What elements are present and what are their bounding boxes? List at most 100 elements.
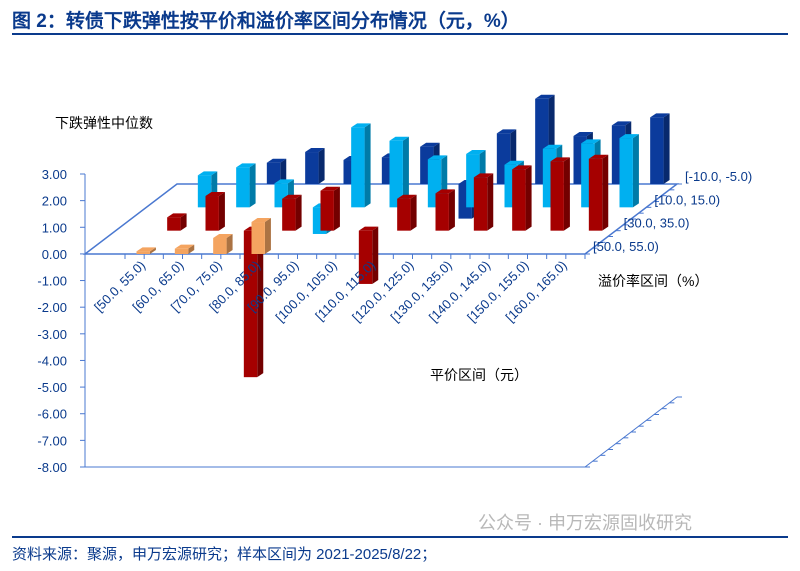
bar bbox=[320, 190, 334, 231]
bar bbox=[243, 230, 258, 378]
bar-top bbox=[466, 150, 486, 155]
bar-top bbox=[650, 113, 670, 118]
source-note: 资料来源：聚源，申万宏源研究；样本区间为 2021-2025/8/22； bbox=[12, 546, 437, 563]
figure-title: 图 2：转债下跌弹性按平价和溢价率区间分布情况（元，%） bbox=[12, 11, 520, 32]
y-tick-label: -5.00 bbox=[37, 380, 67, 395]
bar bbox=[305, 152, 319, 184]
bar-top bbox=[420, 142, 440, 147]
bar-side bbox=[364, 123, 371, 208]
y-tick-label: -4.00 bbox=[37, 353, 67, 368]
chart-3d-bar: 3.00 2.00 1.00 0.00 -1.00 -2.00 -3.00 -4.00 -5.0… bbox=[37, 94, 752, 475]
series-2 bbox=[167, 154, 609, 378]
bar-top bbox=[213, 234, 233, 239]
depth-label: [10.0, 15.0) bbox=[654, 192, 720, 207]
bar-side bbox=[249, 163, 256, 208]
bar-top bbox=[573, 132, 593, 137]
bar bbox=[397, 198, 411, 231]
bar-top bbox=[320, 186, 340, 191]
bar-top bbox=[167, 213, 187, 218]
bar bbox=[473, 177, 488, 231]
bar-top bbox=[588, 154, 609, 159]
y-tick-label: -6.00 bbox=[37, 407, 67, 422]
bar-top bbox=[351, 123, 371, 128]
bar bbox=[435, 193, 449, 231]
bar-side bbox=[218, 192, 225, 231]
bar-side bbox=[318, 148, 325, 184]
y-tick-label: -7.00 bbox=[37, 433, 67, 448]
depth-label: [30.0, 35.0) bbox=[624, 216, 690, 231]
y-tick-label: 1.00 bbox=[42, 220, 67, 235]
bar-side bbox=[257, 226, 264, 378]
bar bbox=[351, 127, 365, 208]
bar bbox=[389, 140, 403, 208]
footer-rule bbox=[12, 536, 788, 538]
bar-top bbox=[504, 160, 524, 165]
bar bbox=[213, 238, 227, 254]
bar bbox=[282, 198, 296, 231]
y-tick-label: 0.00 bbox=[42, 247, 67, 262]
bar-top bbox=[542, 144, 563, 149]
depth-label: [-10.0, -5.0) bbox=[685, 169, 752, 184]
bar bbox=[512, 169, 526, 231]
bar-top bbox=[205, 192, 225, 197]
bar-side bbox=[410, 194, 417, 231]
bar-top bbox=[389, 136, 409, 141]
bar bbox=[167, 217, 181, 231]
bar-side bbox=[563, 157, 570, 231]
lower-floor-edge bbox=[85, 396, 678, 468]
bar-top bbox=[266, 158, 287, 163]
series-3 bbox=[136, 218, 271, 254]
y-tick-label: -3.00 bbox=[37, 327, 67, 342]
bar-top bbox=[174, 244, 195, 249]
bar-top bbox=[611, 121, 632, 126]
bar-side bbox=[602, 154, 609, 231]
bar-top bbox=[550, 157, 570, 162]
bar-side bbox=[525, 165, 532, 231]
y-tick-label: 3.00 bbox=[42, 167, 67, 182]
bar-top bbox=[236, 163, 256, 168]
bar bbox=[650, 117, 664, 184]
bar-side bbox=[372, 226, 379, 284]
bar bbox=[619, 138, 633, 208]
bar-side bbox=[226, 234, 233, 254]
bar-top bbox=[473, 173, 494, 178]
bar-side bbox=[280, 158, 287, 184]
bar-top bbox=[535, 94, 555, 99]
bar-side bbox=[295, 194, 302, 231]
bar-side bbox=[149, 247, 156, 254]
bar-top bbox=[427, 155, 448, 160]
bar-top bbox=[305, 148, 325, 153]
bar-top bbox=[397, 194, 417, 199]
x-axis-title: 平价区间（元） bbox=[430, 367, 528, 383]
bar bbox=[251, 222, 265, 254]
bar bbox=[205, 196, 219, 231]
bar-side bbox=[188, 244, 195, 254]
bar-side bbox=[663, 113, 670, 184]
bar bbox=[136, 251, 150, 254]
bar-side bbox=[632, 134, 639, 208]
y-tick-label: -2.00 bbox=[37, 300, 67, 315]
bar-top bbox=[512, 165, 532, 170]
bar bbox=[236, 167, 250, 208]
title-rule bbox=[12, 33, 788, 35]
bar-side bbox=[333, 186, 340, 231]
bar bbox=[174, 248, 189, 254]
bar-top bbox=[358, 226, 379, 231]
y-tick-label: 2.00 bbox=[42, 194, 67, 209]
bar-side bbox=[402, 136, 409, 208]
bar-side bbox=[448, 189, 455, 231]
bar-top bbox=[251, 218, 271, 223]
bar bbox=[588, 158, 603, 231]
bar-top bbox=[136, 247, 156, 252]
bar bbox=[266, 162, 281, 184]
bar-top bbox=[619, 134, 639, 139]
bar-side bbox=[180, 213, 187, 231]
bar bbox=[550, 161, 564, 231]
y-tick-label: -8.00 bbox=[37, 460, 67, 475]
y-tick-label: -1.00 bbox=[37, 274, 67, 289]
bar-top bbox=[581, 139, 601, 144]
bar-top bbox=[197, 171, 218, 176]
depth-label: [50.0, 55.0) bbox=[593, 239, 659, 254]
depth-axis-title: 溢价率区间（%） bbox=[598, 273, 708, 289]
bar-top bbox=[435, 189, 455, 194]
